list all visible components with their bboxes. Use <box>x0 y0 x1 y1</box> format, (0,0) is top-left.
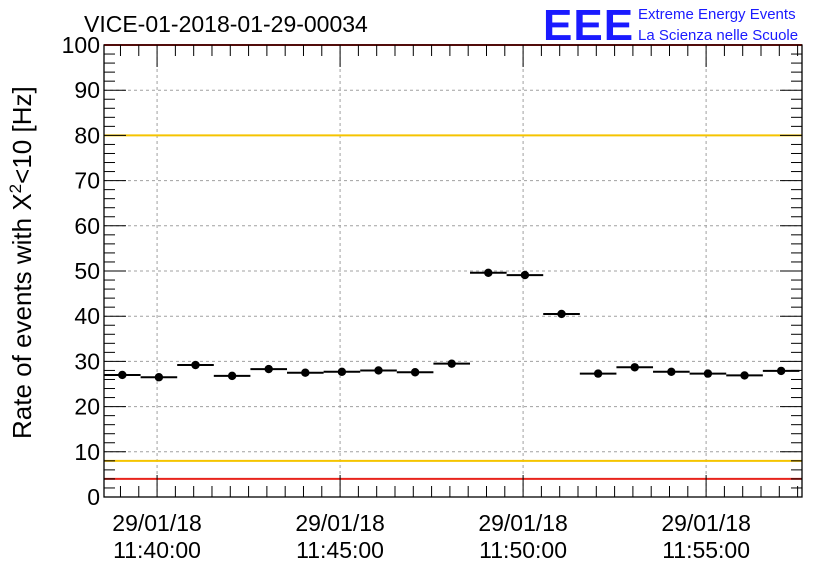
y-tick-label: 50 <box>74 258 100 284</box>
y-tick-label: 80 <box>74 122 100 148</box>
x-tick-time: 11:45:00 <box>296 537 384 563</box>
data-point <box>630 363 639 372</box>
data-point <box>191 360 200 370</box>
x-tick-time: 11:40:00 <box>113 537 201 563</box>
y-tick-label: 60 <box>74 213 100 239</box>
data-point <box>447 359 456 368</box>
data-point <box>740 371 749 380</box>
threshold-lines <box>104 44 802 480</box>
x-tick-time: 11:50:00 <box>479 537 567 563</box>
chart-title: VICE-01-2018-01-29-00034 <box>84 11 368 37</box>
data-point <box>264 364 273 374</box>
y-axis-label-main: Rate of events with X <box>7 193 37 439</box>
y-tick-label: 10 <box>74 439 100 465</box>
y-tick-label: 0 <box>87 484 100 510</box>
data-point <box>776 366 786 376</box>
data-point <box>154 373 164 382</box>
y-tick-label: 40 <box>74 303 100 329</box>
data-point <box>557 309 566 319</box>
x-tick-time: 11:55:00 <box>662 537 750 563</box>
data-point <box>227 371 237 381</box>
data-point <box>703 369 713 378</box>
data-point <box>337 367 347 376</box>
x-tick-date: 29/01/18 <box>295 510 385 536</box>
axis-ticks <box>104 44 802 498</box>
data-point <box>301 368 310 377</box>
logo-line1: Extreme Energy Events <box>638 6 796 23</box>
x-tick-date: 29/01/18 <box>112 510 202 536</box>
y-tick-label: 30 <box>74 348 100 374</box>
y-axis-label-sup: 2 <box>6 184 25 193</box>
y-axis-label: Rate of events with X2<10 [Hz] <box>6 86 37 439</box>
data-point <box>410 368 420 377</box>
data-point <box>118 370 127 380</box>
logo-mark: EEE <box>543 1 634 50</box>
logo-line2: La Scienza nelle Scuole <box>638 27 798 44</box>
y-tick-label: 70 <box>74 168 100 194</box>
y-tick-label: 100 <box>62 32 100 58</box>
data-point <box>593 369 603 378</box>
data-point <box>374 366 383 375</box>
data-points <box>104 268 800 382</box>
data-point <box>484 268 493 278</box>
data-point <box>667 367 676 376</box>
y-axis-label-rest: <10 [Hz] <box>7 86 37 184</box>
eee-logo: EEE Extreme Energy Events La Scienza nel… <box>543 1 798 50</box>
x-tick-date: 29/01/18 <box>661 510 751 536</box>
x-tick-date: 29/01/18 <box>478 510 568 536</box>
y-tick-label: 20 <box>74 394 100 420</box>
y-tick-label: 90 <box>74 77 100 103</box>
grid-lines <box>104 45 802 497</box>
data-point <box>520 270 530 280</box>
x-tick-labels: 29/01/1811:40:0029/01/1811:45:0029/01/18… <box>112 510 751 563</box>
y-tick-labels: 0 10 20 30 40 50 60 70 80 90 100 <box>62 32 100 510</box>
